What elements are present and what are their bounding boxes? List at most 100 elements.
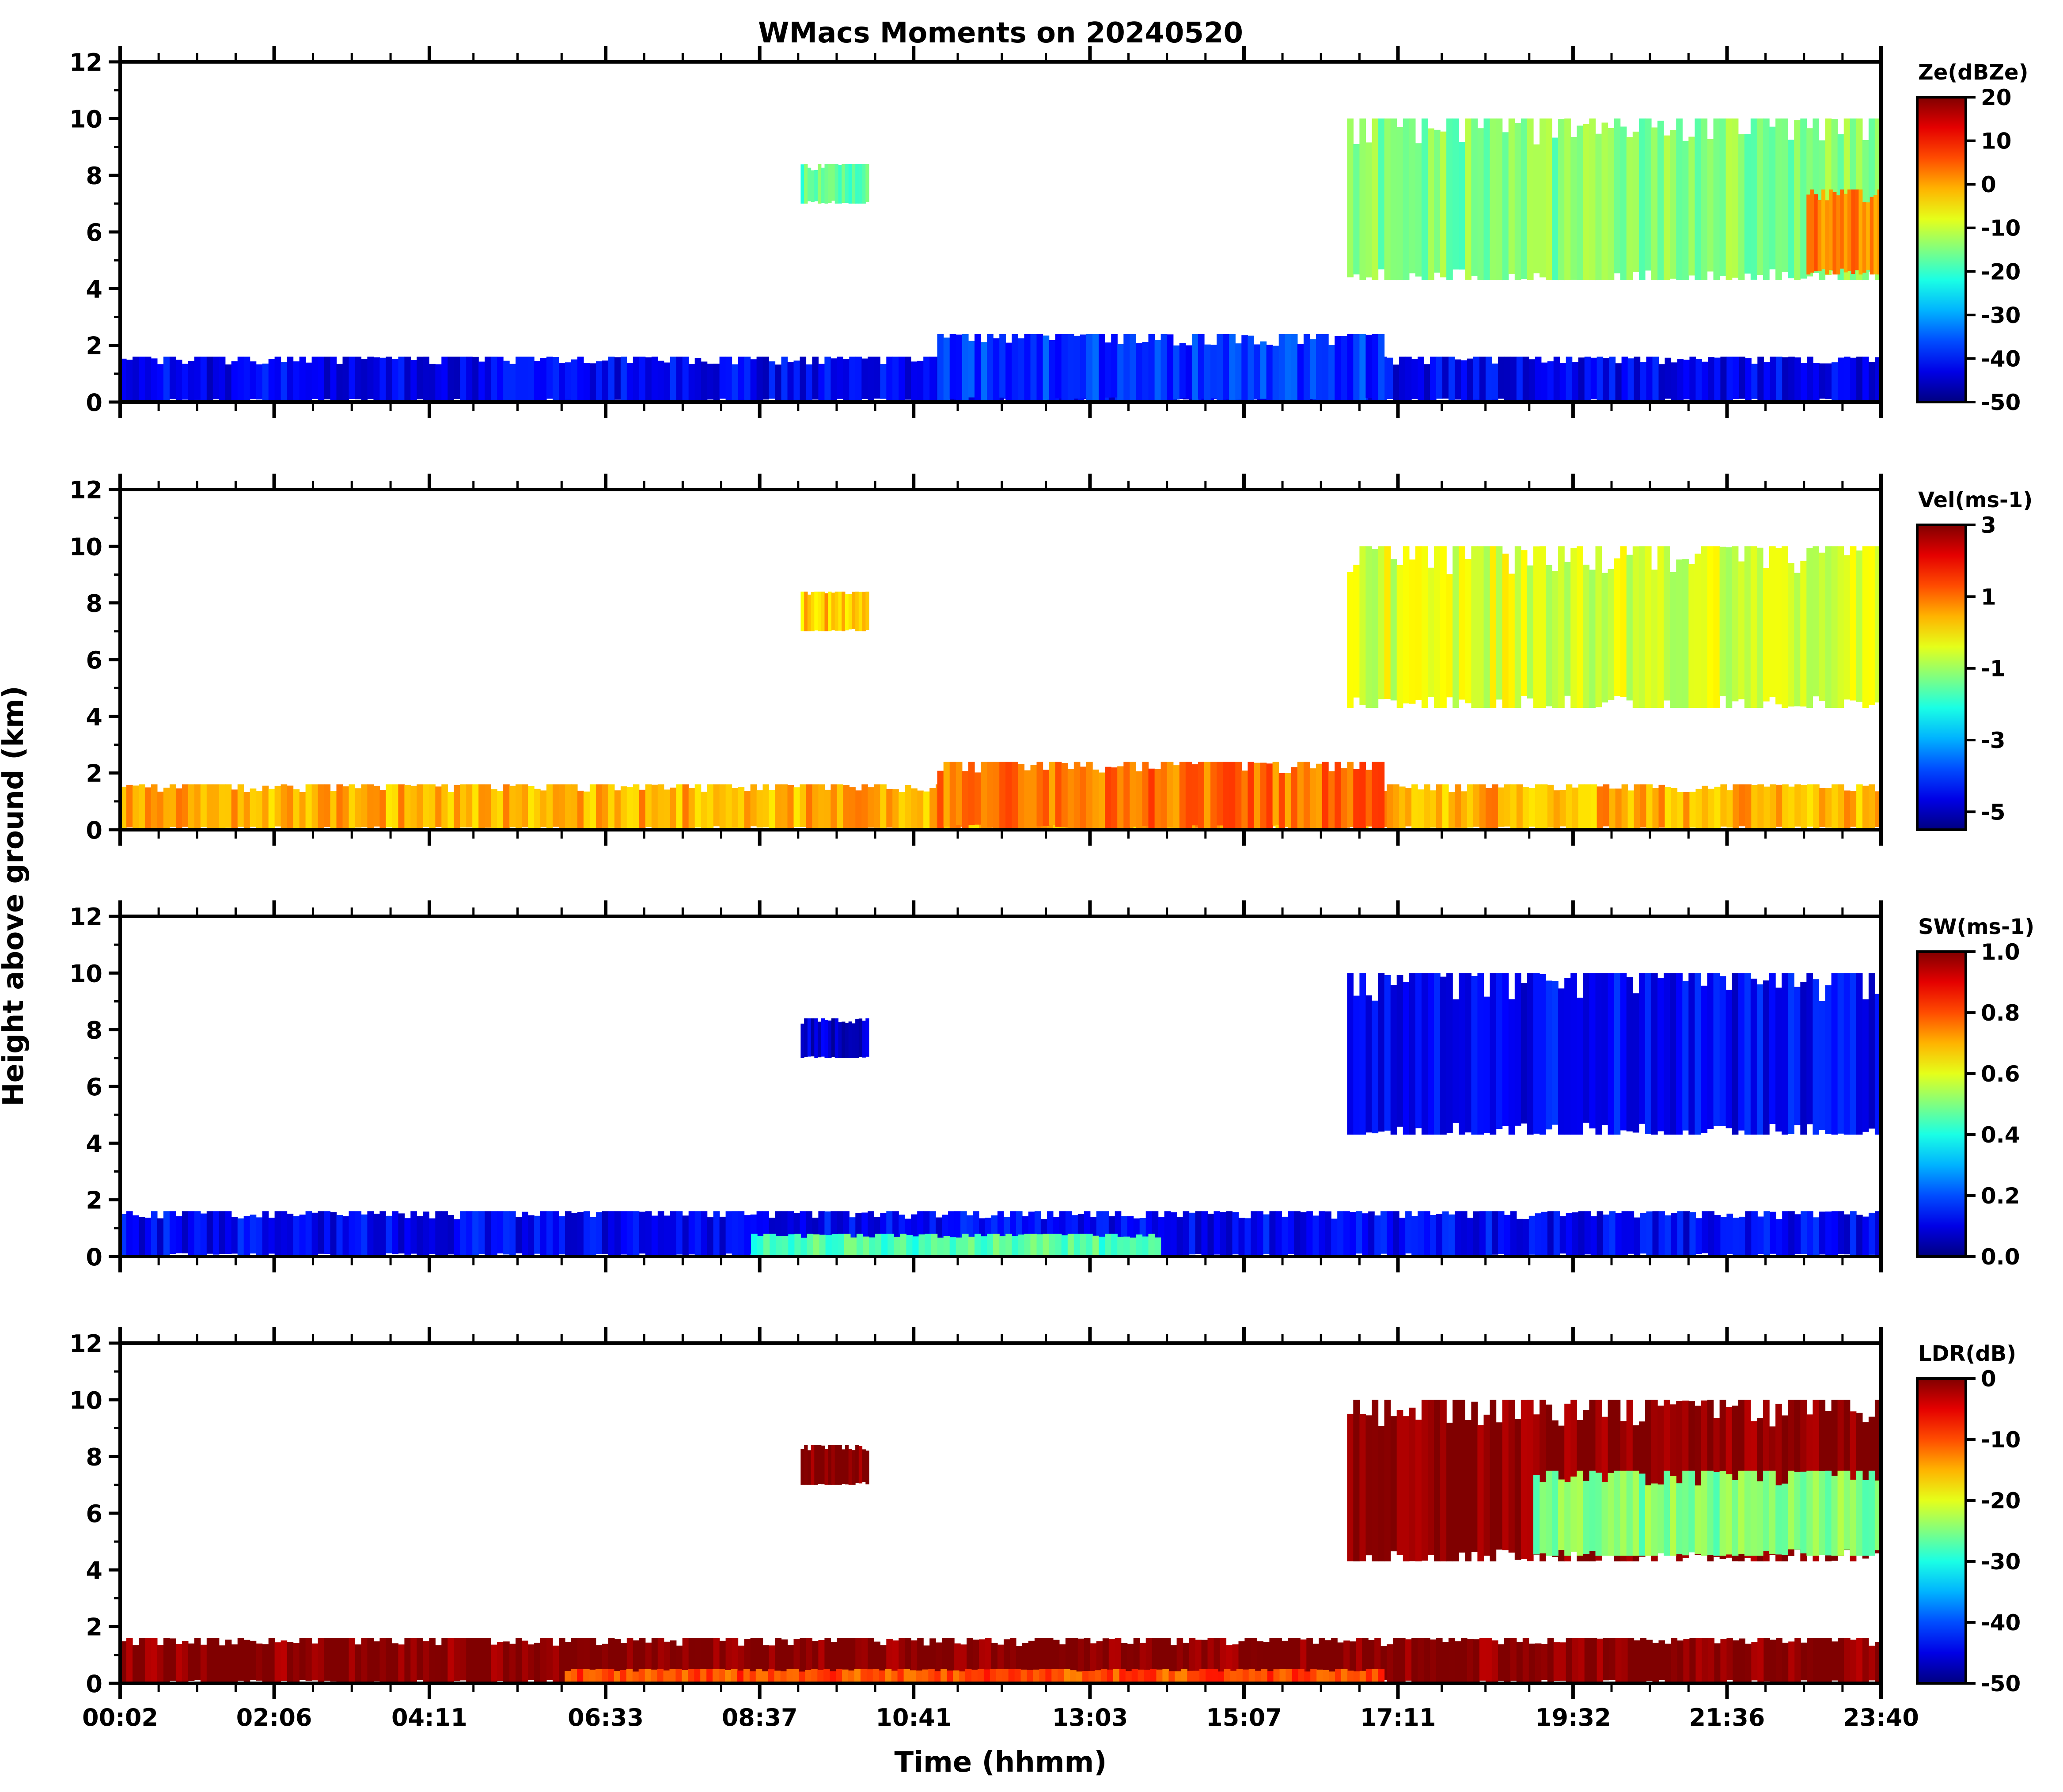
- heatmap-cell: [472, 1211, 479, 1257]
- heatmap-cell: [1836, 195, 1840, 275]
- heatmap-cell: [1646, 357, 1653, 400]
- x-tick-label: 19:32: [1535, 1704, 1611, 1731]
- heatmap-cell: [540, 358, 547, 402]
- heatmap-cell: [1473, 784, 1480, 827]
- heatmap-cell: [1806, 548, 1813, 708]
- heatmap-cell: [559, 1638, 565, 1683]
- heatmap-cell: [874, 357, 880, 399]
- heatmap-cell: [1810, 189, 1814, 273]
- heatmap-cell: [1558, 546, 1565, 708]
- heatmap-cell: [1856, 1638, 1863, 1683]
- heatmap-cell: [250, 361, 257, 399]
- heatmap-cell: [1411, 784, 1418, 830]
- heatmap-cell: [287, 786, 294, 830]
- heatmap-cell: [1738, 134, 1745, 281]
- heatmap-cell: [441, 1211, 448, 1257]
- heatmap-cell: [1855, 189, 1859, 270]
- heatmap-cell: [1832, 1211, 1838, 1257]
- heatmap-cell: [1850, 791, 1857, 827]
- heatmap-cell: [1646, 1640, 1653, 1681]
- heatmap-cell: [157, 791, 164, 830]
- heatmap-cell: [349, 1211, 356, 1257]
- heatmap-cell: [1504, 784, 1511, 827]
- heatmap-cell: [1869, 362, 1875, 402]
- heatmap-cell: [1750, 546, 1757, 708]
- heatmap-cell: [212, 357, 220, 399]
- heatmap-cell: [1378, 546, 1385, 699]
- heatmap-cell: [1508, 999, 1515, 1135]
- heatmap-cell: [305, 1638, 312, 1681]
- heatmap-cell: [819, 1234, 826, 1256]
- heatmap-cell: [861, 358, 868, 399]
- heatmap-cell: [1411, 1215, 1418, 1255]
- heatmap-cell: [891, 1671, 898, 1683]
- heatmap-cell: [1020, 1669, 1028, 1683]
- heatmap-cell: [429, 364, 436, 402]
- heatmap-cell: [814, 170, 818, 201]
- heatmap-cell: [1430, 357, 1437, 402]
- heatmap-cell: [1800, 982, 1807, 1135]
- heatmap-cell: [866, 1669, 873, 1683]
- heatmap-cell: [1343, 1211, 1350, 1257]
- heatmap-region: [800, 164, 869, 204]
- heatmap-cell: [633, 1640, 640, 1681]
- heatmap-cell: [1821, 189, 1826, 270]
- heatmap-cell: [1418, 357, 1424, 402]
- heatmap-cell: [1856, 551, 1863, 702]
- heatmap-cell: [1788, 140, 1794, 278]
- heatmap-cell: [968, 762, 975, 825]
- heatmap-cell: [1870, 197, 1874, 275]
- heatmap-cell: [1695, 973, 1701, 1135]
- heatmap-cell: [1732, 118, 1739, 278]
- heatmap-cell: [1614, 973, 1621, 1135]
- heatmap-cell: [1368, 1211, 1375, 1257]
- heatmap-cell: [1248, 335, 1255, 402]
- heatmap-cell: [1670, 572, 1676, 708]
- heatmap-cell: [1312, 1215, 1319, 1257]
- heatmap-cell: [719, 784, 726, 830]
- heatmap-cell: [1732, 1480, 1739, 1556]
- colorbar: [1916, 950, 1967, 1258]
- heatmap-cell: [460, 357, 466, 402]
- heatmap-cell: [1024, 334, 1031, 402]
- heatmap-cell: [682, 357, 689, 402]
- heatmap-cell: [1540, 118, 1546, 277]
- heatmap-cell: [200, 784, 207, 828]
- heatmap-cell: [1452, 1400, 1459, 1562]
- heatmap-cell: [423, 1641, 429, 1683]
- heatmap-cell: [188, 1643, 195, 1681]
- heatmap-cell: [892, 357, 899, 402]
- heatmap-cell: [311, 357, 319, 399]
- heatmap-cell: [1527, 973, 1534, 1135]
- heatmap-cell: [713, 364, 720, 402]
- heatmap-cell: [1260, 763, 1267, 830]
- heatmap-cell: [311, 1212, 319, 1256]
- heatmap-cell: [1719, 1471, 1726, 1556]
- heatmap-cell: [1682, 1470, 1689, 1556]
- heatmap-cell: [1185, 345, 1192, 399]
- heatmap-cell: [1627, 358, 1634, 402]
- heatmap-cell: [1516, 357, 1523, 402]
- heatmap-cell: [1615, 1213, 1622, 1257]
- heatmap-cell: [1590, 357, 1597, 399]
- heatmap-cell: [1300, 1212, 1307, 1257]
- heatmap-cell: [775, 364, 782, 400]
- heatmap-cell: [577, 790, 584, 830]
- heatmap-cell: [219, 1645, 226, 1683]
- y-tick-label: 6: [86, 646, 102, 674]
- heatmap-cell: [1794, 987, 1801, 1125]
- heatmap-cell: [1347, 1671, 1354, 1683]
- heatmap-cell: [682, 1670, 688, 1683]
- heatmap-cell: [814, 1018, 818, 1058]
- heatmap-cell: [1390, 559, 1397, 701]
- heatmap-cell: [688, 1669, 694, 1682]
- heatmap-cell: [553, 1211, 559, 1257]
- y-tick-label: 6: [86, 1500, 102, 1528]
- colorbar-tick-label: 20: [1981, 85, 2012, 110]
- heatmap-cell: [212, 1211, 220, 1255]
- heatmap-cell: [1510, 357, 1517, 402]
- heatmap-cell: [219, 357, 226, 402]
- heatmap-cell: [305, 1211, 312, 1257]
- y-tick-label: 8: [86, 590, 102, 618]
- heatmap-cell: [838, 165, 842, 204]
